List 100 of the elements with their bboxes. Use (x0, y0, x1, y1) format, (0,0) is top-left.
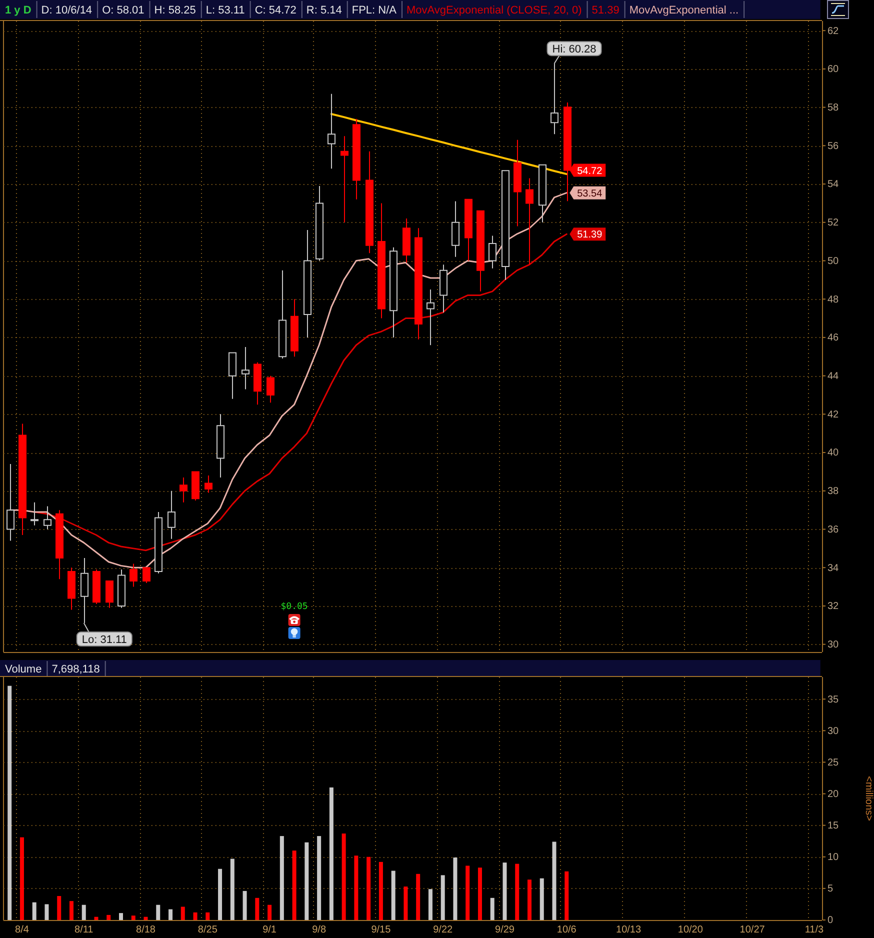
candlestick (464, 198, 472, 262)
text: MovAvgExponential ... (629, 4, 739, 16)
annotation: Lo: 31.11 (82, 634, 127, 646)
text: R: 5.14 (306, 4, 342, 16)
candlestick (192, 471, 200, 501)
y-tick-label: 10 (828, 852, 840, 864)
candlestick (44, 506, 52, 530)
y-tick-label: 15 (828, 820, 840, 832)
candlestick (502, 170, 510, 280)
candlestick (154, 511, 162, 574)
x-tick-label: 8/25 (198, 924, 218, 936)
x-tick-label: 9/8 (312, 924, 326, 936)
text: 51.39 (592, 4, 620, 16)
y-tick-label: 56 (828, 140, 840, 152)
y-tick-label: 35 (828, 694, 840, 706)
candlestick (316, 185, 324, 262)
candlestick (68, 567, 76, 610)
candlestick (564, 102, 572, 202)
candlestick (80, 558, 88, 624)
text: H: 58.25 (154, 4, 196, 16)
y-tick-label: 30 (828, 640, 840, 651)
y-tick-label: 58 (828, 102, 840, 114)
text: D: 10/6/14 (41, 4, 92, 16)
bar (8, 686, 12, 920)
candlestick (366, 150, 374, 254)
bar (453, 858, 458, 920)
candlestick (414, 228, 422, 340)
candlestick (242, 346, 250, 390)
y-tick-label: 34 (828, 562, 840, 574)
bar (440, 875, 445, 920)
candlestick (538, 164, 546, 223)
text: C: 54.72 (254, 4, 296, 16)
x-tick-label: 10/13 (616, 924, 642, 936)
bar (490, 898, 494, 920)
line-series (34, 233, 568, 552)
candlestick (56, 510, 64, 580)
bar (416, 874, 420, 920)
candlestick (402, 218, 410, 264)
x-tick-label: 11/3 (804, 924, 824, 936)
bar (378, 862, 383, 920)
candlestick (228, 352, 236, 400)
bar (242, 890, 247, 920)
text: L: 53.11 (206, 4, 245, 16)
annotation: $0.05 (280, 602, 308, 612)
bar (57, 896, 62, 920)
bar (515, 864, 520, 920)
x-tick-label: 8/4 (15, 924, 30, 936)
candlestick (514, 139, 522, 227)
bar (230, 858, 234, 920)
bar (268, 904, 272, 920)
y-tick-label: 0 (828, 915, 834, 926)
bar (317, 836, 322, 920)
line-series (330, 113, 568, 176)
y-tick-label: 30 (828, 726, 840, 737)
candlestick (304, 230, 312, 338)
bar (540, 878, 544, 920)
chart-title: Volume (5, 663, 42, 676)
y-tick-label: 46 (828, 332, 840, 344)
y-tick-label: 44 (828, 371, 840, 382)
bar (329, 787, 334, 920)
y-tick-label: 62 (828, 26, 840, 37)
text: 7,698,118 (52, 663, 100, 676)
y-tick-label: 20 (828, 788, 840, 800)
candlestick (340, 136, 348, 223)
bar (206, 912, 210, 920)
bar (564, 871, 569, 920)
bar (144, 916, 148, 920)
candlestick (216, 414, 224, 478)
x-tick-label: 9/29 (495, 924, 515, 936)
y-tick-label: 38 (828, 486, 840, 498)
y-tick-label: 48 (828, 294, 840, 306)
y-tick-label: 50 (828, 256, 840, 267)
x-tick-label: 8/11 (74, 924, 94, 936)
bar (404, 886, 408, 920)
candlestick (118, 569, 126, 608)
bar (193, 912, 198, 920)
candlestick (278, 270, 286, 360)
candlestick (550, 63, 558, 135)
bar (20, 837, 24, 920)
candlestick (390, 246, 398, 338)
x-tick-label: 10/6 (556, 924, 577, 936)
candlestick (426, 289, 434, 346)
bar (131, 916, 136, 920)
candlestick (290, 298, 298, 358)
x-tick-label: 9/1 (262, 924, 277, 936)
annotation: 53.54 (577, 188, 603, 200)
bar (552, 842, 556, 920)
candlestick (18, 423, 26, 536)
x-tick-label: 8/18 (136, 924, 156, 936)
x-tick-label: 9/15 (371, 924, 392, 936)
bar (94, 916, 98, 920)
annotation: 51.39 (577, 230, 603, 241)
bar (44, 904, 49, 920)
bar (218, 868, 222, 920)
candlestick (488, 235, 496, 269)
bar (280, 836, 284, 920)
bar (180, 906, 185, 920)
text: O: 58.01 (102, 4, 144, 16)
chart-title: 1 y D (5, 4, 32, 16)
bar (156, 904, 160, 920)
